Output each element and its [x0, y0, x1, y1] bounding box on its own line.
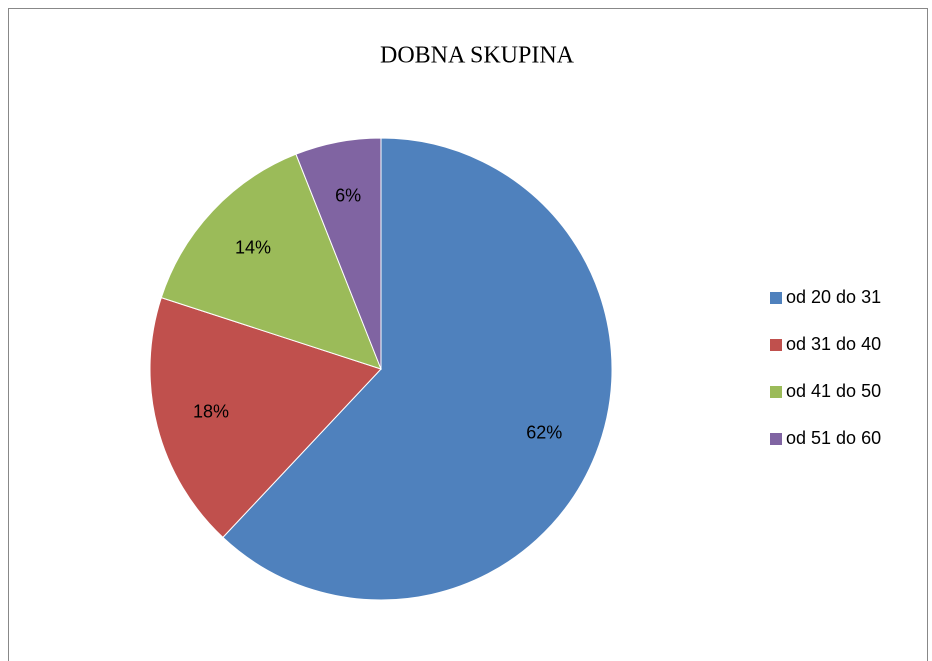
pie-slice: [160, 153, 382, 370]
legend-swatch: [770, 433, 782, 445]
legend-swatch: [770, 339, 782, 351]
legend-swatch: [770, 386, 782, 398]
pie-slice: [295, 137, 382, 370]
data-label: 18%: [193, 401, 229, 421]
pie-slice: [222, 137, 613, 601]
chart-title: DOBNA SKUPINA: [380, 43, 575, 69]
legend-swatch: [770, 292, 782, 304]
legend-label: od 41 do 50: [786, 381, 881, 401]
legend-label: od 20 do 31: [786, 287, 881, 307]
legend-label: od 31 do 40: [786, 334, 881, 354]
pie-slice: [149, 296, 382, 539]
data-label: 14%: [235, 238, 271, 258]
data-label: 6%: [335, 185, 361, 205]
legend-label: od 51 do 60: [786, 428, 881, 448]
data-label: 62%: [526, 422, 562, 442]
